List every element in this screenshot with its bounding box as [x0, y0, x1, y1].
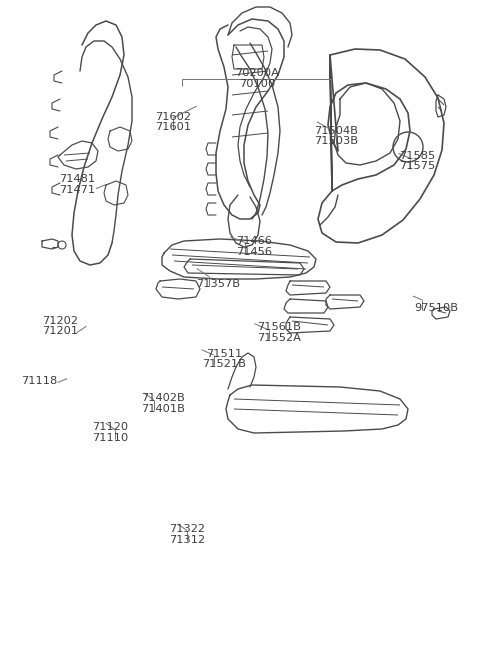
Text: 71575: 71575 — [399, 161, 436, 172]
Text: 71456: 71456 — [236, 246, 272, 257]
Text: 71561B: 71561B — [257, 322, 301, 333]
Text: 71552A: 71552A — [257, 333, 301, 343]
Text: 71118: 71118 — [21, 376, 58, 386]
Text: 71312: 71312 — [169, 534, 205, 545]
Text: 71322: 71322 — [169, 524, 205, 534]
Text: 71585: 71585 — [399, 151, 436, 161]
Text: 71120: 71120 — [92, 422, 129, 432]
Text: 71503B: 71503B — [314, 136, 358, 147]
Text: 71471: 71471 — [59, 185, 95, 195]
Text: 71466: 71466 — [237, 236, 272, 246]
Text: 70200A: 70200A — [235, 68, 279, 79]
Text: 71511: 71511 — [206, 348, 242, 359]
Text: 71202: 71202 — [42, 316, 78, 326]
Text: 71402B: 71402B — [141, 393, 185, 403]
Text: 71481: 71481 — [59, 174, 95, 185]
Text: 70100: 70100 — [239, 79, 275, 89]
Text: 71401B: 71401B — [141, 403, 185, 414]
Text: 71521B: 71521B — [202, 359, 246, 369]
Text: 71504B: 71504B — [314, 126, 358, 136]
Text: 71110: 71110 — [92, 432, 129, 443]
Text: 71602: 71602 — [155, 111, 191, 122]
Text: 97510B: 97510B — [414, 303, 458, 313]
Text: 71601: 71601 — [155, 122, 191, 132]
Text: 71357B: 71357B — [196, 278, 240, 289]
Text: 71201: 71201 — [42, 326, 78, 337]
